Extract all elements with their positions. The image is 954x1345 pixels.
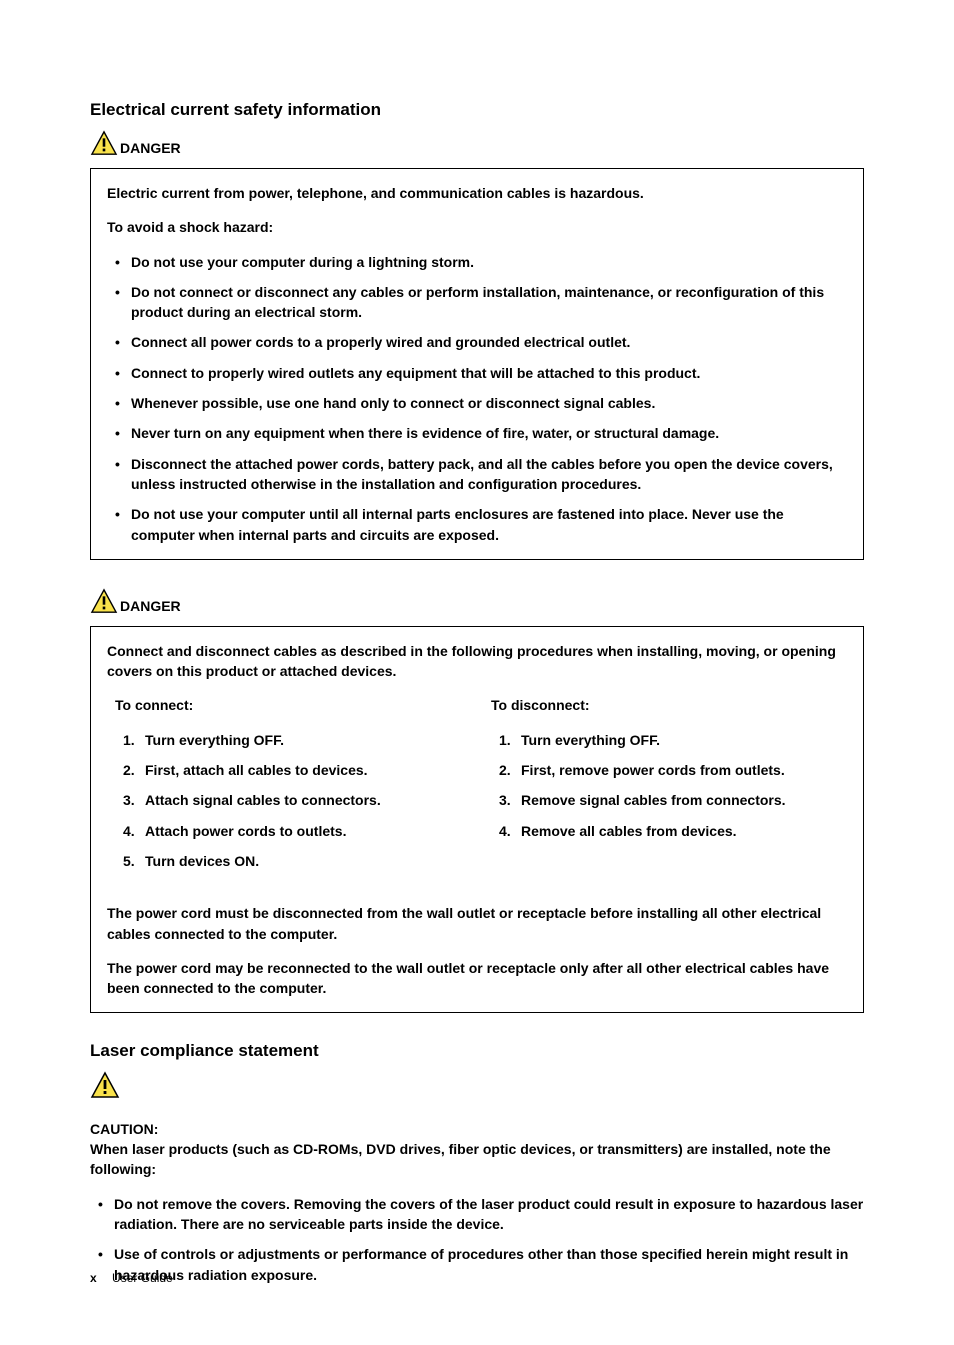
- connect-steps: Turn everything OFF. First, attach all c…: [123, 730, 471, 871]
- document-page: Electrical current safety information DA…: [0, 0, 954, 1345]
- caution-label: CAUTION:: [90, 1121, 158, 1137]
- caution-block: CAUTION: When laser products (such as CD…: [90, 1071, 864, 1284]
- caution-text: CAUTION: When laser products (such as CD…: [90, 1119, 864, 1180]
- list-item: First, attach all cables to devices.: [123, 760, 471, 780]
- caution-icon-row: [90, 1071, 864, 1104]
- danger-label-2: DANGER: [120, 598, 181, 614]
- warning-triangle-icon: [90, 588, 118, 614]
- disconnect-column: To disconnect: Turn everything OFF. Firs…: [491, 695, 847, 881]
- list-item: Attach power cords to outlets.: [123, 821, 471, 841]
- caution-body: When laser products (such as CD-ROMs, DV…: [90, 1141, 831, 1177]
- disconnect-steps: Turn everything OFF. First, remove power…: [499, 730, 847, 841]
- list-item: Do not use your computer until all inter…: [111, 504, 847, 545]
- laser-compliance-heading: Laser compliance statement: [90, 1041, 864, 1061]
- danger2-intro: Connect and disconnect cables as describ…: [107, 641, 847, 682]
- list-item: Remove all cables from devices.: [499, 821, 847, 841]
- page-number: x: [90, 1271, 97, 1285]
- electrical-safety-heading: Electrical current safety information: [90, 100, 864, 120]
- danger-label-row-2: DANGER: [90, 588, 864, 614]
- list-item: Turn everything OFF.: [123, 730, 471, 750]
- page-footer: x User Guide: [90, 1271, 173, 1285]
- caution-bullet-list: Do not remove the covers. Removing the c…: [94, 1194, 864, 1285]
- list-item: Turn everything OFF.: [499, 730, 847, 750]
- doc-title-footer: User Guide: [112, 1271, 173, 1285]
- connect-column: To connect: Turn everything OFF. First, …: [115, 695, 471, 881]
- list-item: Connect to properly wired outlets any eq…: [111, 363, 847, 383]
- danger1-bullet-list: Do not use your computer during a lightn…: [111, 252, 847, 545]
- list-item: Do not connect or disconnect any cables …: [111, 282, 847, 323]
- danger2-note1: The power cord must be disconnected from…: [107, 903, 847, 944]
- list-item: Never turn on any equipment when there i…: [111, 423, 847, 443]
- disconnect-title: To disconnect:: [491, 695, 847, 715]
- list-item: Use of controls or adjustments or perfor…: [94, 1244, 864, 1285]
- danger2-note2: The power cord may be reconnected to the…: [107, 958, 847, 999]
- warning-triangle-icon: [90, 130, 118, 156]
- list-item: Do not remove the covers. Removing the c…: [94, 1194, 864, 1235]
- list-item: Disconnect the attached power cords, bat…: [111, 454, 847, 495]
- list-item: Turn devices ON.: [123, 851, 471, 871]
- danger-label-row-1: DANGER: [90, 130, 864, 156]
- list-item: Attach signal cables to connectors.: [123, 790, 471, 810]
- list-item: First, remove power cords from outlets.: [499, 760, 847, 780]
- danger-box-2: Connect and disconnect cables as describ…: [90, 626, 864, 1014]
- warning-triangle-icon: [90, 1071, 120, 1099]
- list-item: Whenever possible, use one hand only to …: [111, 393, 847, 413]
- list-item: Connect all power cords to a properly wi…: [111, 332, 847, 352]
- danger1-intro: Electric current from power, telephone, …: [107, 183, 847, 203]
- danger1-avoid-heading: To avoid a shock hazard:: [107, 217, 847, 237]
- connect-title: To connect:: [115, 695, 471, 715]
- connect-disconnect-columns: To connect: Turn everything OFF. First, …: [115, 695, 847, 881]
- list-item: Do not use your computer during a lightn…: [111, 252, 847, 272]
- list-item: Remove signal cables from connectors.: [499, 790, 847, 810]
- danger-box-1: Electric current from power, telephone, …: [90, 168, 864, 560]
- danger-label-1: DANGER: [120, 140, 181, 156]
